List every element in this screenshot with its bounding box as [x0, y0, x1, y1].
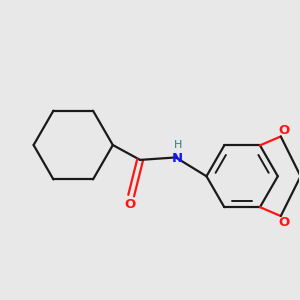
Text: O: O [278, 215, 290, 229]
Text: H: H [174, 140, 182, 150]
Text: N: N [172, 152, 183, 165]
Text: O: O [278, 124, 290, 137]
Text: O: O [124, 199, 136, 212]
